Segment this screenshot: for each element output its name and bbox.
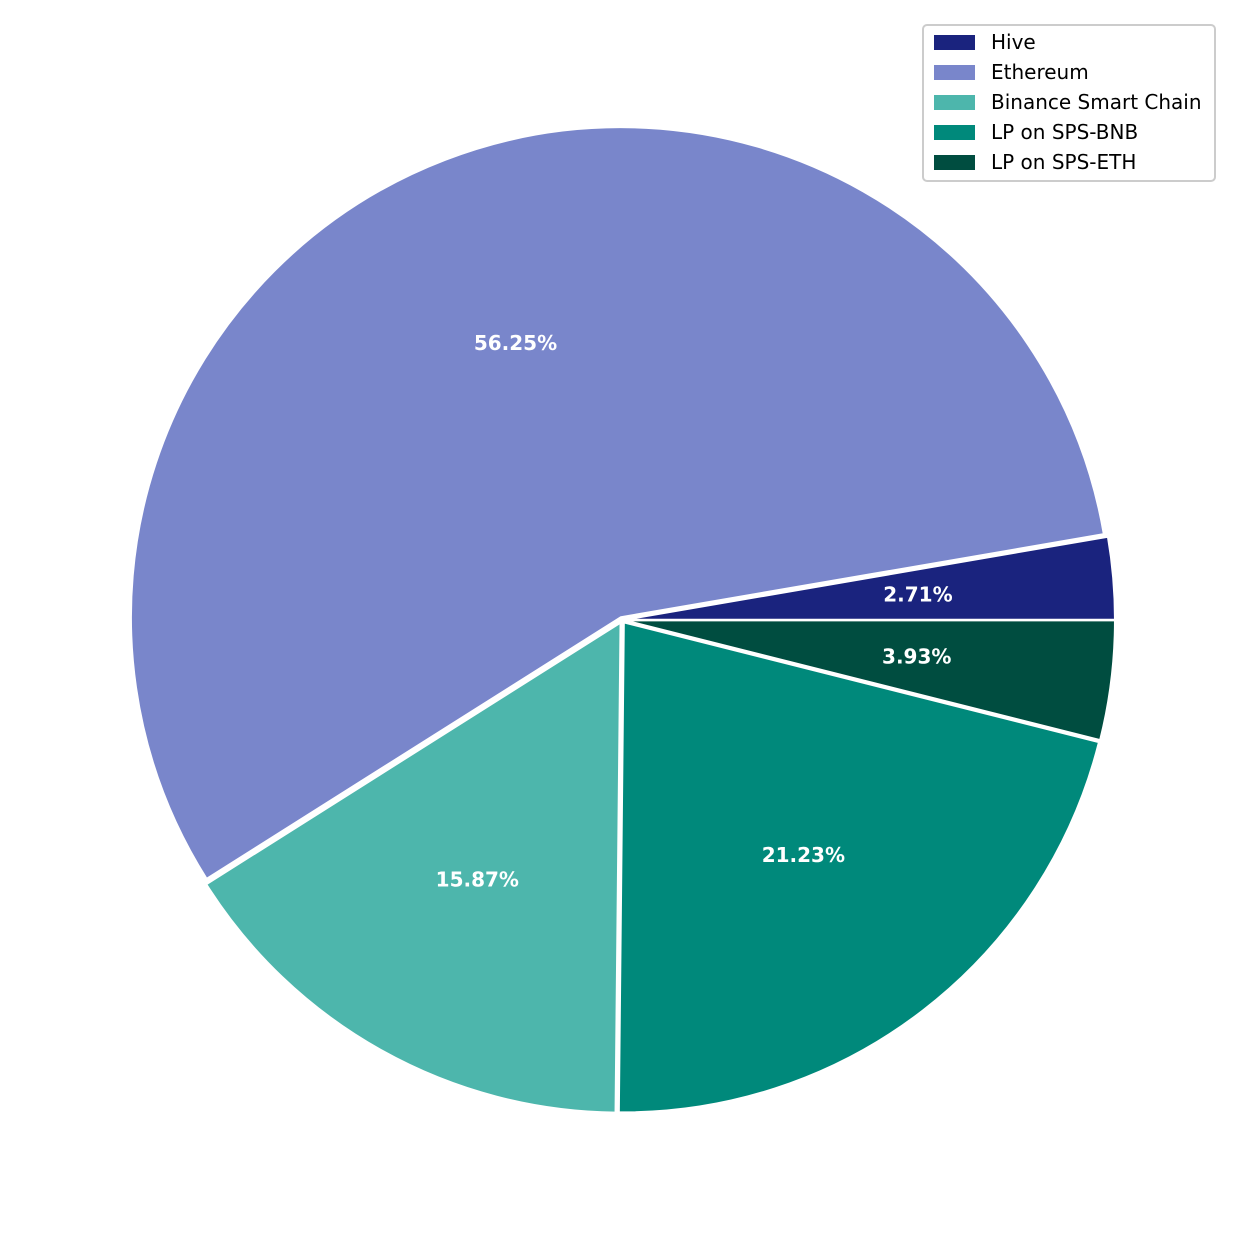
pie-slice-ethereum <box>129 126 1105 881</box>
legend-swatch-binance-smart-chain <box>934 95 975 110</box>
pie-label-binance-smart-chain: 15.87% <box>436 867 519 891</box>
chart-legend: Hive Ethereum Binance Smart Chain LP on … <box>922 24 1216 182</box>
legend-item-lp-sps-eth: LP on SPS-ETH <box>924 148 1214 178</box>
legend-item-lp-sps-bnb: LP on SPS-BNB <box>924 118 1214 148</box>
pie-label-hive: 2.71% <box>883 583 952 607</box>
legend-swatch-hive <box>934 35 975 50</box>
legend-label-lp-sps-bnb: LP on SPS-BNB <box>991 120 1139 144</box>
legend-swatch-ethereum <box>934 65 975 80</box>
pie-slice-lp-on-sps-eth <box>624 619 1116 742</box>
pie-slice-labels: 2.71% 56.25% 15.87% 21.23% 3.93% <box>436 331 953 892</box>
pie-slice-binance-smart-chain <box>204 620 622 1114</box>
legend-item-hive: Hive <box>924 28 1214 58</box>
pie-slices <box>129 126 1116 1114</box>
pie-slice-lp-on-sps-bnb <box>617 621 1101 1114</box>
legend-label-binance-smart-chain: Binance Smart Chain <box>991 90 1202 114</box>
pie-label-lp-on-sps-eth: 3.93% <box>882 645 951 669</box>
pie-label-lp-on-sps-bnb: 21.23% <box>762 843 845 867</box>
legend-item-binance-smart-chain: Binance Smart Chain <box>924 88 1214 118</box>
legend-swatch-lp-sps-bnb <box>934 125 975 140</box>
legend-swatch-lp-sps-eth <box>934 155 975 170</box>
pie-label-ethereum: 56.25% <box>474 331 557 355</box>
legend-label-hive: Hive <box>991 30 1036 54</box>
legend-label-lp-sps-eth: LP on SPS-ETH <box>991 150 1137 174</box>
legend-label-ethereum: Ethereum <box>991 60 1089 84</box>
legend-item-ethereum: Ethereum <box>924 58 1214 88</box>
